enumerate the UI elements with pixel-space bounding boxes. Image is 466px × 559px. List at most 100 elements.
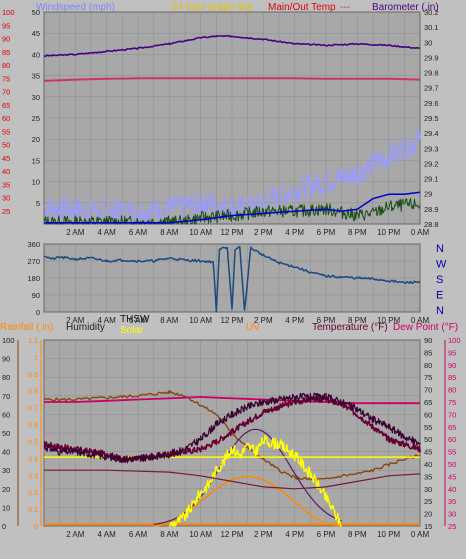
y-tick-temp-1: 75 xyxy=(2,74,10,83)
x-tick-label-3: 2 PM xyxy=(254,530,273,539)
y-tick-baro-1: 28.8 xyxy=(424,220,439,229)
y-tick-temp-1: 65 xyxy=(2,101,10,110)
y-tick-wind-1: 5 xyxy=(36,199,40,208)
series-wind-direction xyxy=(43,246,421,313)
legend-windspeed: Windspeed (mph) xyxy=(36,2,115,13)
x-tick-label-3: 6 AM xyxy=(129,530,148,539)
y-tick-temp-1: 35 xyxy=(2,180,10,189)
y-tick-temperature: 75 xyxy=(424,373,432,382)
y-tick-rainfall: 0.9 xyxy=(28,372,38,379)
y-tick-temperature: 35 xyxy=(424,472,432,481)
y-tick-humidity: 0 xyxy=(2,522,6,531)
y-tick-temperature: 15 xyxy=(424,522,432,531)
y-tick-baro-1: 29 xyxy=(424,190,432,199)
x-tick-label-1: 10 PM xyxy=(377,228,400,237)
y-tick-temp-1: 80 xyxy=(2,61,10,70)
y-tick-rainfall: 0.1 xyxy=(28,507,38,514)
x-tick-label-1: 4 PM xyxy=(285,228,304,237)
y-tick-dew-point: 95 xyxy=(448,348,456,357)
y-tick-humidity: 90 xyxy=(2,355,10,364)
x-tick-label-1: 12 PM xyxy=(220,228,243,237)
x-tick-label-2: 4 PM xyxy=(285,316,304,325)
x-tick-label-1: 6 PM xyxy=(317,228,336,237)
x-tick-label-2: 0 AM xyxy=(411,316,430,325)
y-tick-baro-1: 29.4 xyxy=(424,129,439,138)
series-solar-max xyxy=(153,428,342,525)
y-tick-baro-1: 29.9 xyxy=(424,53,439,62)
x-tick-label-2: 10 PM xyxy=(377,316,400,325)
x-tick-label-3: 8 AM xyxy=(160,530,179,539)
x-tick-label-2: 2 PM xyxy=(254,316,273,325)
x-tick-label-1: 4 AM xyxy=(98,228,117,237)
series-humidity xyxy=(43,389,421,482)
legend-rainfall: Rainfall (.in) xyxy=(0,322,53,333)
y-tick-temp-1: 85 xyxy=(2,48,10,57)
x-tick-label-1: 0 AM xyxy=(411,228,430,237)
compass-label: N xyxy=(436,243,444,255)
y-tick-temperature: 80 xyxy=(424,361,432,370)
y-tick-dew-point: 55 xyxy=(448,448,456,457)
legend-humidity: Humidity xyxy=(66,322,105,333)
compass-label: S xyxy=(436,274,443,286)
y-tick-humidity: 80 xyxy=(2,373,10,382)
series-solar xyxy=(168,435,342,527)
y-tick-rainfall: 1 xyxy=(34,355,38,362)
y-tick-dew-point: 40 xyxy=(448,485,456,494)
legend-barometer: Barometer (.in) xyxy=(372,2,439,13)
x-tick-label-3: 0 AM xyxy=(411,530,430,539)
y-tick-dew-point: 45 xyxy=(448,472,456,481)
y-tick-wind-1: 35 xyxy=(32,72,40,81)
x-tick-label-3: 4 PM xyxy=(285,530,304,539)
x-tick-label-3: 10 AM xyxy=(189,530,212,539)
x-tick-label-2: 6 PM xyxy=(317,316,336,325)
y-tick-dew-point: 25 xyxy=(448,522,456,531)
chart-title: 24 hour graph day xyxy=(172,2,253,13)
y-tick-humidity: 100 xyxy=(2,336,15,345)
y-tick-temperature: 60 xyxy=(424,410,432,419)
legend-uv: UV xyxy=(246,322,260,333)
y-tick-temp-1: 55 xyxy=(2,127,10,136)
x-tick-label-2: 2 AM xyxy=(66,316,85,325)
y-tick-baro-1: 28.9 xyxy=(424,205,439,214)
legend-dew-point: Dew Point (°F) xyxy=(393,322,458,333)
legend-temp-swatch: --- xyxy=(340,2,350,13)
y-tick-dew-point: 70 xyxy=(448,410,456,419)
x-tick-label-3: 6 PM xyxy=(317,530,336,539)
legend-main-temp: Main/Out Temp xyxy=(268,2,336,13)
y-tick-temperature: 55 xyxy=(424,423,432,432)
y-tick-direction: 270 xyxy=(27,257,40,266)
y-tick-humidity: 10 xyxy=(2,503,10,512)
legend-solar: Solar xyxy=(120,325,144,336)
series-wind-avg xyxy=(44,191,421,224)
y-tick-humidity: 30 xyxy=(2,466,10,475)
series-main-temp xyxy=(43,77,421,82)
x-tick-label-3: 4 AM xyxy=(98,530,117,539)
y-tick-dew-point: 35 xyxy=(448,497,456,506)
y-tick-dew-point: 90 xyxy=(448,361,456,370)
series-gust xyxy=(43,198,421,225)
y-tick-temp-1: 50 xyxy=(2,141,10,150)
y-tick-wind-1: 25 xyxy=(32,114,40,123)
y-tick-temperature: 85 xyxy=(424,348,432,357)
y-tick-temperature: 20 xyxy=(424,510,432,519)
y-tick-direction: 180 xyxy=(27,274,40,283)
y-tick-baro-1: 29.7 xyxy=(424,84,439,93)
y-tick-dew-point: 80 xyxy=(448,386,456,395)
series-heat-index xyxy=(44,469,421,490)
x-tick-label-2: 10 AM xyxy=(189,316,212,325)
x-tick-label-1: 10 AM xyxy=(189,228,212,237)
y-tick-temp-1: 30 xyxy=(2,194,10,203)
y-tick-baro-1: 29.5 xyxy=(424,114,439,123)
y-tick-dew-point: 50 xyxy=(448,460,456,469)
y-tick-rainfall: 0.3 xyxy=(28,473,38,480)
y-tick-temp-1: 60 xyxy=(2,114,10,123)
y-tick-temperature: 90 xyxy=(424,336,432,345)
series-barometer xyxy=(43,34,421,57)
y-tick-rainfall: 1.1 xyxy=(28,338,38,345)
x-tick-label-1: 6 AM xyxy=(129,228,148,237)
y-tick-wind-1: 50 xyxy=(32,8,40,17)
y-tick-rainfall: 0.2 xyxy=(28,490,38,497)
y-tick-temperature: 65 xyxy=(424,398,432,407)
y-tick-humidity: 60 xyxy=(2,410,10,419)
